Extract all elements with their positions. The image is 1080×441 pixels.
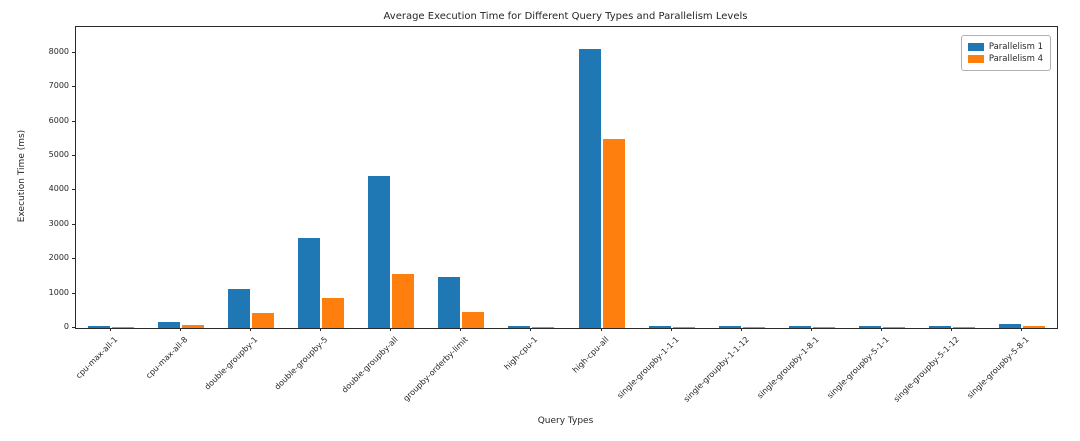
bar [1023, 326, 1045, 328]
x-tick-mark [881, 328, 882, 331]
legend-item: Parallelism 4 [967, 54, 1043, 64]
y-tick-label: 0 [63, 322, 69, 331]
bar [859, 326, 881, 328]
bar [252, 313, 274, 328]
bar [603, 139, 625, 328]
y-tick-label: 6000 [48, 115, 69, 125]
bar [438, 277, 460, 328]
y-tick-mark [72, 223, 75, 225]
x-tick-label: cpu-max-all-1 [74, 335, 120, 381]
x-tick-mark [180, 328, 181, 331]
y-tick-label: 2000 [48, 253, 69, 263]
bar [322, 298, 344, 328]
y-tick-mark [72, 258, 75, 260]
bar [813, 327, 835, 328]
x-tick-label: single-groupby-5-8-1 [965, 335, 1031, 401]
x-tick-mark [390, 328, 391, 331]
x-tick-label: high-cpu-1 [502, 335, 540, 372]
y-tick-mark [72, 155, 75, 156]
bar [508, 326, 530, 328]
x-tick-label: single-groupby-1-1-12 [681, 335, 751, 404]
y-tick-label: 5000 [48, 150, 69, 159]
x-tick-mark [811, 328, 812, 331]
x-tick-mark [601, 328, 602, 331]
legend-swatch [967, 55, 984, 63]
y-tick-mark [72, 189, 75, 191]
x-tick-mark [250, 328, 251, 331]
bar [392, 274, 414, 328]
bar [719, 326, 741, 328]
y-tick-mark [72, 327, 75, 328]
legend-label: Parallelism 1 [988, 42, 1043, 52]
bar [929, 326, 951, 328]
bar [158, 322, 180, 328]
bar [112, 327, 134, 328]
y-tick-mark [72, 86, 75, 88]
x-tick-label: single-groupby-5-1-1 [825, 335, 891, 401]
x-tick-mark [320, 328, 321, 331]
x-tick-label: double-groupby-all [339, 335, 400, 395]
x-tick-label: single-groupby-1-1-1 [615, 335, 681, 401]
y-tick-label: 4000 [48, 184, 69, 194]
bar [88, 326, 110, 328]
legend-label: Parallelism 4 [988, 54, 1043, 64]
bar [883, 327, 905, 328]
x-tick-label: single-groupby-1-8-1 [755, 335, 821, 401]
y-tick-label: 1000 [48, 287, 69, 297]
x-tick-label: cpu-max-all-8 [144, 335, 190, 381]
bar [228, 289, 250, 328]
bar [789, 326, 811, 328]
bar [182, 325, 204, 328]
bar [673, 327, 695, 328]
x-tick-label: high-cpu-all [570, 335, 611, 375]
y-tick-label: 3000 [48, 218, 69, 228]
x-axis-label: Query Types [537, 416, 594, 426]
x-tick-mark [530, 328, 531, 331]
y-tick-mark [72, 292, 75, 294]
bar [649, 326, 671, 328]
legend-item: Parallelism 1 [967, 42, 1043, 52]
legend: Parallelism 1 Parallelism 4 [960, 35, 1051, 71]
x-tick-mark [460, 328, 461, 331]
y-tick-label: 8000 [48, 46, 69, 56]
x-tick-label: groupby-orderby-limit [401, 335, 470, 404]
y-tick-mark [72, 51, 75, 53]
bar [462, 312, 484, 328]
bar [999, 324, 1021, 328]
x-tick-mark [110, 328, 111, 331]
x-tick-label: double-groupby-5 [272, 335, 330, 392]
x-tick-mark [1021, 328, 1022, 331]
bar [298, 238, 320, 328]
y-tick-label: 7000 [48, 81, 69, 91]
bar [743, 327, 765, 328]
bar [532, 327, 554, 328]
chart-title: Average Execution Time for Different Que… [383, 11, 748, 22]
plot-area [75, 26, 1058, 329]
x-tick-mark [741, 328, 742, 331]
x-tick-label: double-groupby-1 [202, 335, 260, 392]
bar [953, 327, 975, 328]
x-tick-mark [951, 328, 952, 331]
bar [368, 176, 390, 328]
bar [579, 49, 601, 328]
y-tick-mark [72, 120, 75, 122]
x-tick-label: single-groupby-5-1-12 [891, 335, 961, 404]
x-tick-mark [671, 328, 672, 331]
legend-swatch [967, 43, 984, 51]
